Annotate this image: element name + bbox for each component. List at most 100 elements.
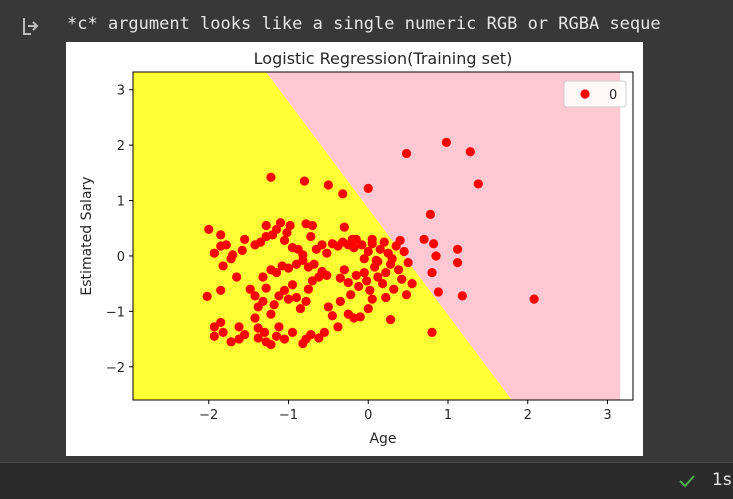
data-point: [314, 333, 324, 343]
legend-marker: [580, 89, 590, 99]
data-point: [323, 302, 333, 312]
data-point: [473, 179, 483, 189]
data-point: [359, 254, 369, 264]
data-point: [285, 220, 295, 231]
data-point: [306, 231, 316, 242]
data-point: [346, 290, 356, 300]
data-point: [367, 234, 377, 244]
data-point: [379, 237, 389, 247]
data-point: [240, 330, 250, 340]
data-point: [245, 284, 255, 294]
x-tick-label: 3: [603, 408, 611, 423]
data-point: [363, 303, 373, 314]
data-point: [204, 224, 214, 234]
data-point: [266, 309, 276, 319]
data-point: [465, 147, 475, 157]
axes-frame: [132, 71, 634, 401]
data-point: [232, 272, 242, 282]
data-point: [279, 334, 290, 344]
data-point: [253, 333, 263, 343]
data-point: [429, 239, 439, 249]
data-point: [291, 292, 302, 303]
data-point: [202, 291, 212, 301]
data-point: [237, 245, 247, 256]
data-point: [457, 291, 467, 301]
warning-message: *c* argument looks like a single numeric…: [67, 14, 661, 34]
data-point: [306, 330, 316, 340]
data-point: [287, 327, 298, 338]
data-point: [347, 234, 357, 244]
data-point: [365, 285, 375, 295]
data-point: [323, 180, 333, 190]
data-point: [338, 189, 348, 199]
checkmark-icon: [678, 472, 696, 490]
data-point: [269, 300, 279, 310]
data-point: [401, 290, 412, 300]
y-tick-label: −2: [106, 361, 125, 376]
data-point: [373, 272, 383, 282]
data-point: [425, 209, 436, 219]
y-tick-label: 2: [117, 139, 125, 154]
data-point: [301, 296, 311, 306]
data-point: [218, 261, 228, 271]
data-point: [385, 315, 396, 325]
data-point: [357, 240, 367, 250]
data-point: [271, 331, 282, 341]
data-point: [378, 279, 388, 289]
data-point: [397, 274, 407, 284]
data-point: [381, 292, 391, 303]
execution-time: 1s: [712, 470, 732, 490]
data-point: [393, 265, 404, 275]
data-point: [259, 327, 270, 338]
x-tick-label: −2: [199, 408, 218, 423]
data-point: [253, 323, 263, 333]
data-point: [226, 254, 236, 264]
data-point: [209, 331, 219, 341]
data-point: [250, 291, 260, 301]
cell-status-bar: 1s: [0, 462, 733, 499]
data-point: [299, 176, 310, 186]
data-point: [271, 267, 282, 278]
data-point: [275, 218, 286, 228]
data-point: [218, 327, 228, 338]
logistic-regression-chart: −2 −1 0 1 2 3 −2 −1 0 1 2 3 Logistic Regression(Trai…: [79, 49, 634, 447]
data-point: [387, 254, 397, 264]
data-point: [349, 243, 359, 253]
data-point: [395, 235, 405, 246]
data-point: [271, 224, 282, 234]
data-point: [261, 220, 271, 231]
data-point: [427, 327, 437, 338]
data-point: [216, 317, 226, 328]
data-point: [529, 294, 539, 304]
data-point: [373, 256, 383, 267]
data-point: [266, 339, 276, 350]
x-tick-label: 0: [364, 408, 372, 423]
output-arrow-icon[interactable]: [20, 15, 42, 37]
x-tick-label: 1: [444, 408, 452, 423]
data-point: [279, 235, 290, 246]
data-point: [303, 284, 314, 294]
data-point: [375, 244, 385, 254]
data-point: [226, 337, 236, 347]
x-tick-label: −1: [279, 408, 298, 423]
data-point: [431, 251, 441, 261]
data-point: [282, 228, 292, 238]
data-point: [401, 148, 412, 159]
data-point: [452, 244, 463, 254]
data-point: [362, 276, 372, 286]
data-point: [221, 240, 231, 250]
y-tick-label: 3: [117, 84, 125, 99]
data-point: [258, 272, 268, 282]
data-point: [343, 277, 353, 288]
data-point: [441, 137, 451, 147]
data-point: [335, 296, 345, 306]
data-point: [274, 291, 284, 301]
data-point: [216, 285, 226, 295]
data-point: [367, 294, 377, 304]
data-point: [363, 183, 373, 193]
plot-figure: −2 −1 0 1 2 3 −2 −1 0 1 2 3 Logistic Regression(Trai…: [66, 42, 643, 456]
data-point: [209, 322, 219, 332]
data-point: [309, 259, 319, 269]
data-point: [279, 285, 290, 295]
data-point: [255, 237, 266, 247]
